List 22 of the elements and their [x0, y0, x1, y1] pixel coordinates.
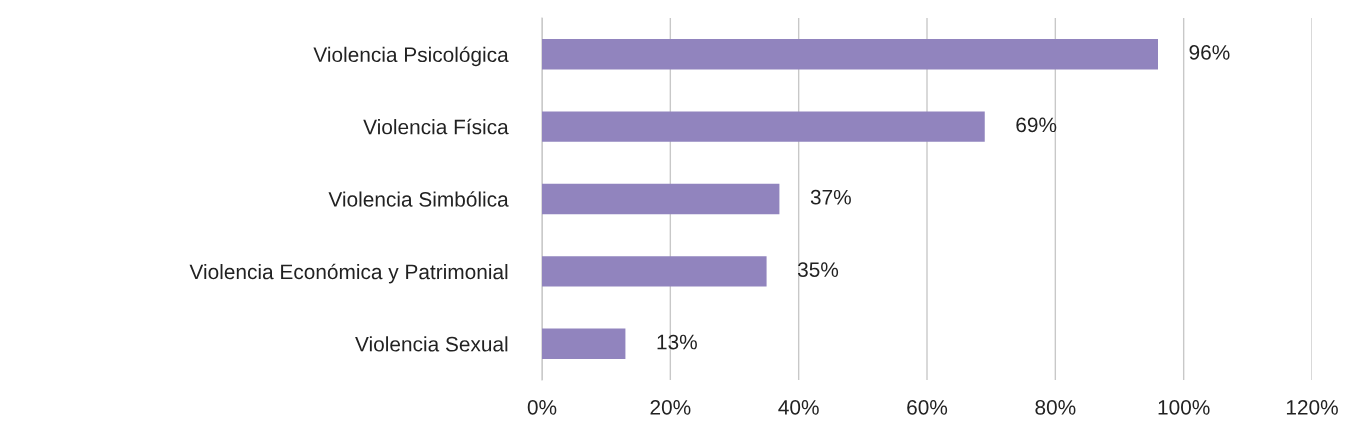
bar: [542, 256, 767, 287]
y-tick-label: Violencia Sexual: [355, 336, 508, 352]
x-tick-label: 20%: [650, 399, 691, 415]
data-label: 37%: [810, 189, 851, 205]
x-tick-label: 120%: [1286, 399, 1338, 415]
y-tick-label: Violencia Física: [363, 118, 509, 135]
y-tick-label: Violencia Simbólica: [328, 191, 509, 207]
x-tick-label: 80%: [1035, 399, 1076, 415]
bar: [542, 183, 780, 215]
bar: [542, 328, 626, 359]
data-label: 35%: [797, 262, 839, 277]
x-tick-label: 60%: [907, 399, 948, 415]
data-label: 13%: [657, 334, 697, 350]
x-tick-label: 0%: [527, 399, 557, 415]
data-label: 69%: [1016, 117, 1057, 133]
y-tick-label: Violencia Económica y Patrimonial: [189, 263, 508, 284]
y-tick-label: Violencia Psicológica: [313, 46, 509, 67]
x-tick-label: 40%: [778, 399, 819, 415]
x-tick-label: 100%: [1158, 399, 1210, 415]
data-label: 96%: [1189, 45, 1230, 60]
bar: [542, 39, 1158, 70]
bar: [542, 111, 985, 142]
